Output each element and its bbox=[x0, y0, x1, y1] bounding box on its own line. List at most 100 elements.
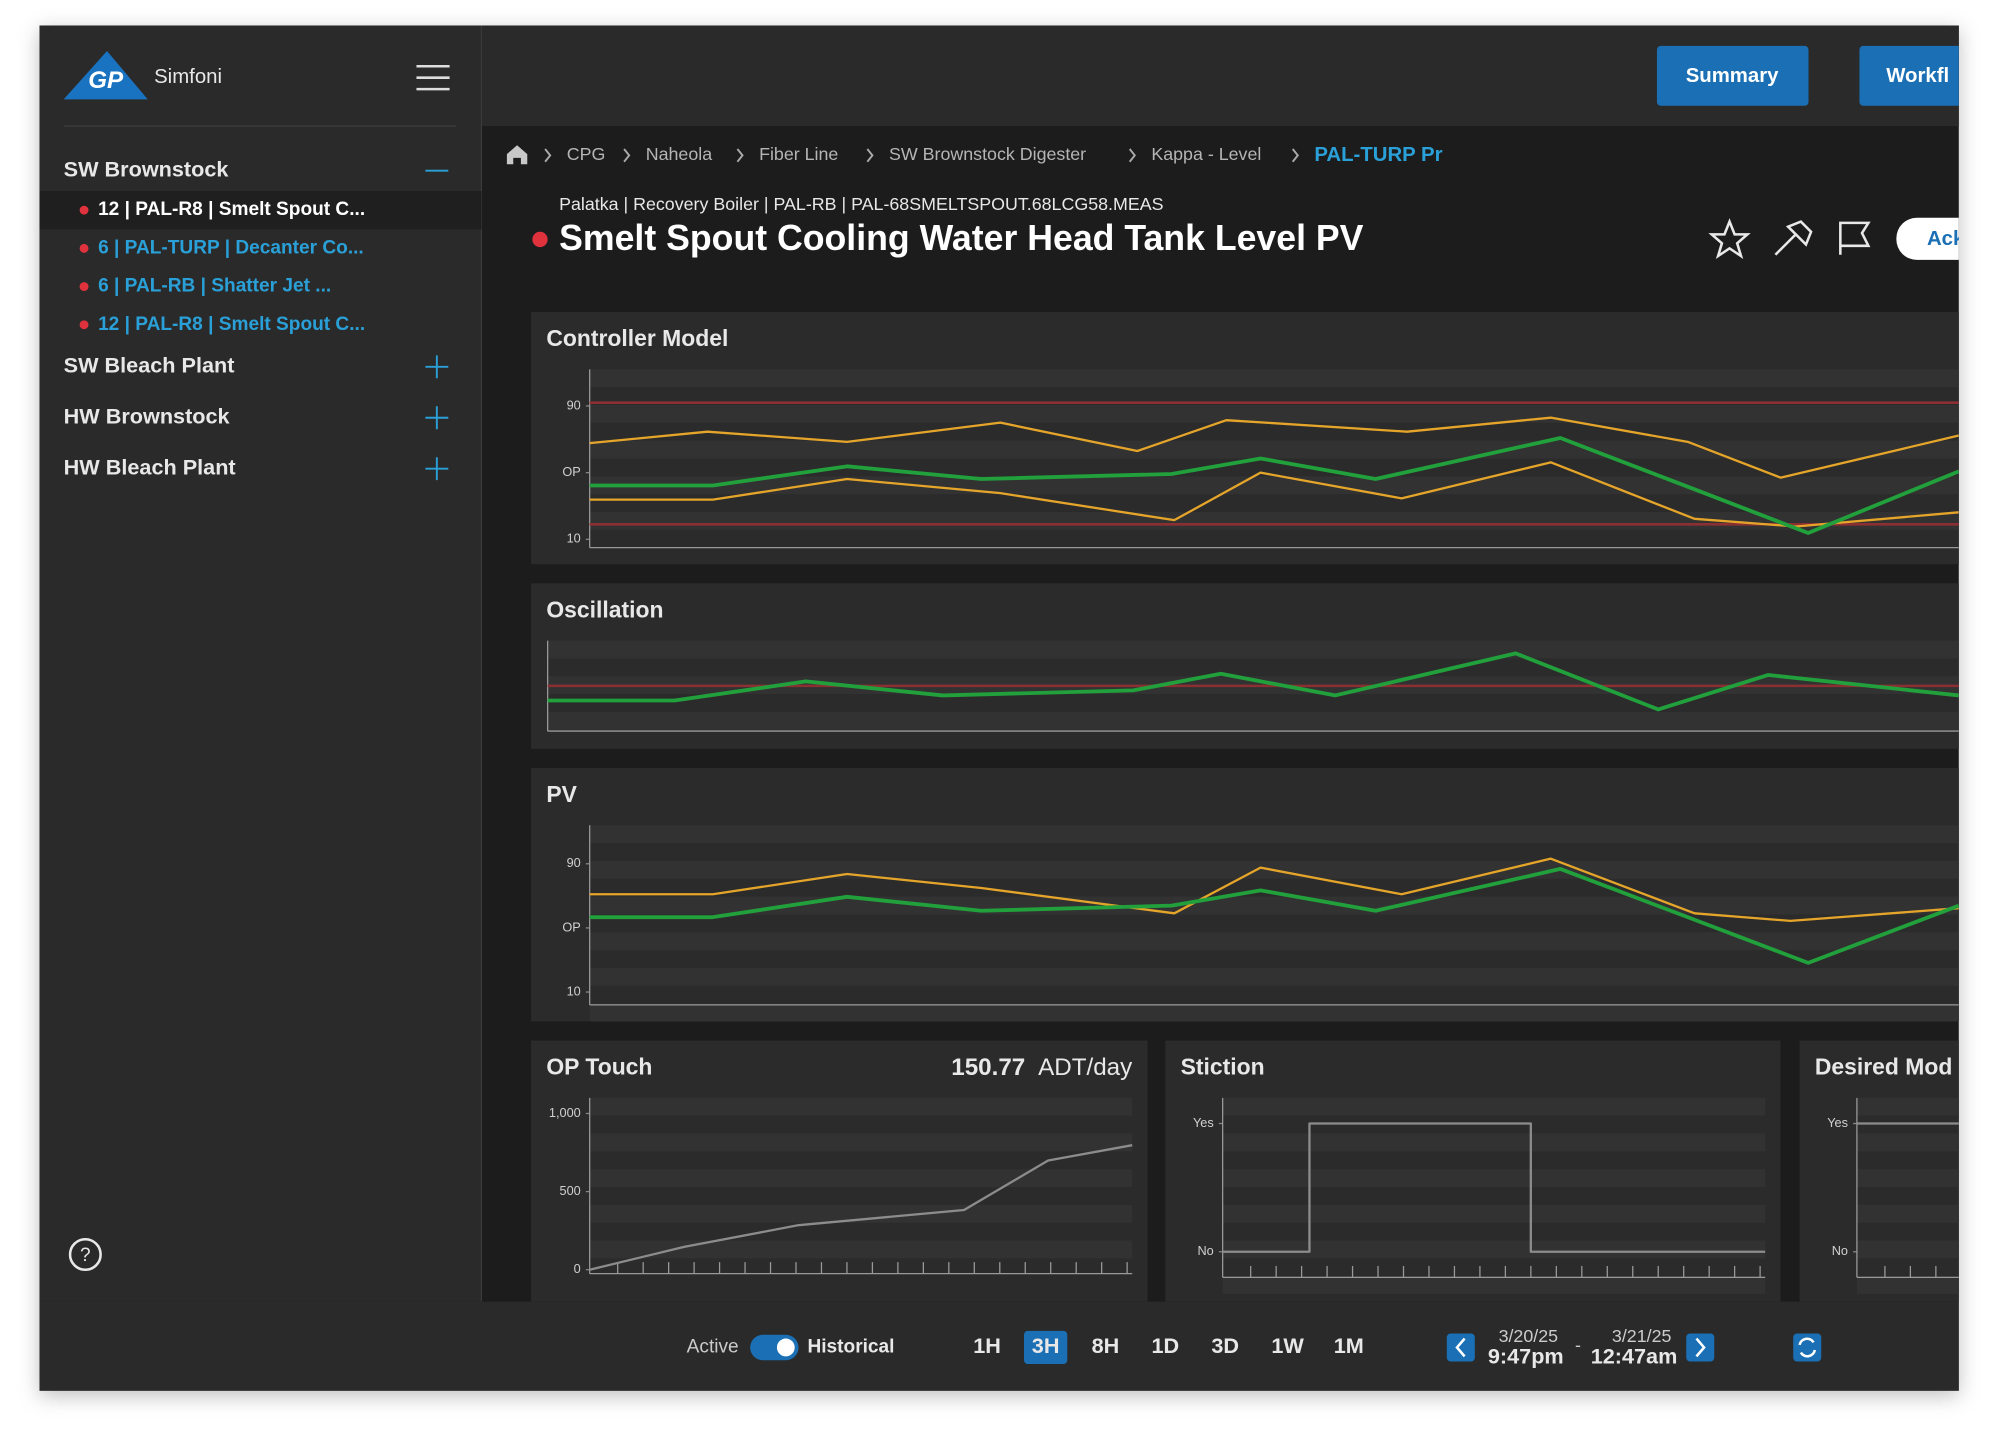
status-dot bbox=[532, 231, 548, 248]
crumb-chevron bbox=[1128, 148, 1136, 163]
next-icon bbox=[1695, 1337, 1706, 1358]
grid-band bbox=[1856, 1204, 1959, 1223]
expand-icon bbox=[425, 457, 449, 481]
grid-band bbox=[589, 1133, 1133, 1152]
grid-band bbox=[589, 1003, 1959, 1022]
flag-icon[interactable] bbox=[1839, 221, 1871, 255]
help-button[interactable]: ? bbox=[68, 1237, 102, 1272]
tool-icon[interactable] bbox=[1774, 220, 1813, 256]
panel-title: Controller Model bbox=[546, 325, 728, 351]
grid-band bbox=[1856, 1097, 1959, 1116]
range-button[interactable]: 8H bbox=[1092, 1333, 1120, 1358]
group-label[interactable]: SW Bleach Plant bbox=[64, 353, 235, 378]
grid-band bbox=[589, 511, 1959, 530]
grid-band bbox=[589, 825, 1959, 844]
crumb[interactable]: Naheola bbox=[646, 144, 712, 164]
grid-band bbox=[589, 896, 1959, 915]
summary-button[interactable] bbox=[1656, 45, 1809, 106]
grid-band bbox=[589, 967, 1959, 986]
nav-item[interactable]: 12 | PAL-R8 | Smelt Spout C... bbox=[98, 199, 365, 220]
range-button[interactable]: 3H bbox=[1032, 1333, 1060, 1358]
grid-band bbox=[589, 440, 1959, 459]
grid-band bbox=[1222, 1169, 1766, 1187]
grid-band bbox=[1222, 1133, 1766, 1152]
logo-shape bbox=[63, 50, 148, 100]
crumb[interactable]: SW Brownstock Digester bbox=[889, 144, 1086, 164]
y-tick-label: No bbox=[1197, 1243, 1213, 1258]
panel-title: OP Touch bbox=[546, 1054, 652, 1080]
next-button[interactable] bbox=[1686, 1333, 1715, 1362]
menu-button[interactable] bbox=[416, 64, 450, 91]
group-label[interactable]: SW Brownstock bbox=[64, 156, 230, 181]
refresh-icon bbox=[1798, 1337, 1817, 1358]
tag-path: Palatka | Recovery Boiler | PAL-RB | PAL… bbox=[559, 194, 1164, 214]
y-tick-label: 90 bbox=[567, 855, 581, 870]
grid-band bbox=[1856, 1240, 1959, 1259]
expand-icon bbox=[425, 355, 449, 379]
grid-band bbox=[1222, 1097, 1766, 1116]
series-line bbox=[589, 857, 1959, 923]
status-dot bbox=[79, 282, 89, 292]
footer bbox=[39, 1301, 1959, 1391]
status-dot bbox=[79, 243, 89, 253]
crumb-chevron bbox=[866, 148, 874, 163]
nav-item[interactable]: 6 | PAL-TURP | Decanter Co... bbox=[98, 237, 364, 258]
y-tick-label: 10 bbox=[567, 531, 581, 546]
crumb[interactable]: Kappa - Level bbox=[1151, 144, 1261, 164]
series-line bbox=[589, 461, 1959, 528]
panel-title: Desired Mod bbox=[1815, 1054, 1952, 1080]
series-line bbox=[589, 1144, 1133, 1271]
crumb-chevron bbox=[623, 148, 631, 163]
grid-band bbox=[589, 1169, 1133, 1187]
mode-toggle[interactable] bbox=[750, 1334, 799, 1361]
home-icon[interactable] bbox=[506, 145, 528, 165]
grid-band bbox=[1222, 1240, 1766, 1259]
crumb-chevron bbox=[736, 148, 744, 163]
series-line bbox=[1222, 1122, 1766, 1253]
prev-button[interactable] bbox=[1446, 1333, 1475, 1362]
workflow-label: Workfl bbox=[1886, 65, 1949, 87]
grid-band bbox=[589, 369, 1959, 388]
selected-row bbox=[39, 191, 482, 230]
crumb[interactable]: CPG bbox=[567, 144, 606, 164]
workflow-button[interactable] bbox=[1859, 45, 1997, 106]
range-button[interactable]: 1M bbox=[1334, 1333, 1364, 1358]
y-tick-label: OP bbox=[562, 464, 580, 479]
kpi-unit: ADT/day bbox=[1038, 1054, 1133, 1081]
range-button[interactable]: 1W bbox=[1271, 1333, 1304, 1358]
y-tick-label: 500 bbox=[560, 1183, 581, 1198]
range-button[interactable]: 1H bbox=[973, 1333, 1001, 1358]
grid-band bbox=[589, 405, 1959, 423]
grid-band bbox=[589, 476, 1959, 495]
group-label[interactable]: HW Bleach Plant bbox=[64, 454, 236, 479]
grid-band bbox=[589, 932, 1959, 951]
star-icon[interactable] bbox=[1708, 218, 1751, 260]
grid-band bbox=[589, 1204, 1133, 1223]
grid-band bbox=[547, 711, 1959, 730]
summary-label: Summary bbox=[1686, 65, 1779, 87]
crumb[interactable]: PAL-TURP Pr bbox=[1314, 144, 1442, 166]
crumb[interactable]: Fiber Line bbox=[759, 144, 838, 164]
range-button[interactable]: 1D bbox=[1152, 1333, 1180, 1358]
crumb-chevron bbox=[544, 148, 552, 163]
range-button[interactable]: 3D bbox=[1211, 1333, 1239, 1358]
status-dot bbox=[79, 205, 89, 215]
group-label[interactable]: HW Brownstock bbox=[64, 403, 231, 428]
ack-label: Ack bbox=[1927, 228, 1965, 250]
grid-band bbox=[1222, 1276, 1766, 1294]
ack-button[interactable] bbox=[1896, 217, 1997, 260]
nav-item[interactable]: 12 | PAL-R8 | Smelt Spout C... bbox=[98, 314, 365, 335]
panel-title: Oscillation bbox=[546, 596, 663, 622]
date-separator: - bbox=[1575, 1335, 1581, 1355]
y-tick-label: 10 bbox=[567, 983, 581, 998]
grid-band bbox=[547, 640, 1959, 659]
y-tick-label: Yes bbox=[1193, 1115, 1214, 1130]
grid-band bbox=[1222, 1204, 1766, 1223]
nav-item[interactable]: 6 | PAL-RB | Shatter Jet ... bbox=[98, 276, 331, 297]
page-title: Smelt Spout Cooling Water Head Tank Leve… bbox=[559, 218, 1364, 258]
start-time: 9:47pm bbox=[1488, 1343, 1564, 1368]
mode-active: Active bbox=[687, 1337, 739, 1358]
y-tick-label: OP bbox=[562, 919, 580, 934]
grid-band bbox=[1856, 1276, 1959, 1294]
